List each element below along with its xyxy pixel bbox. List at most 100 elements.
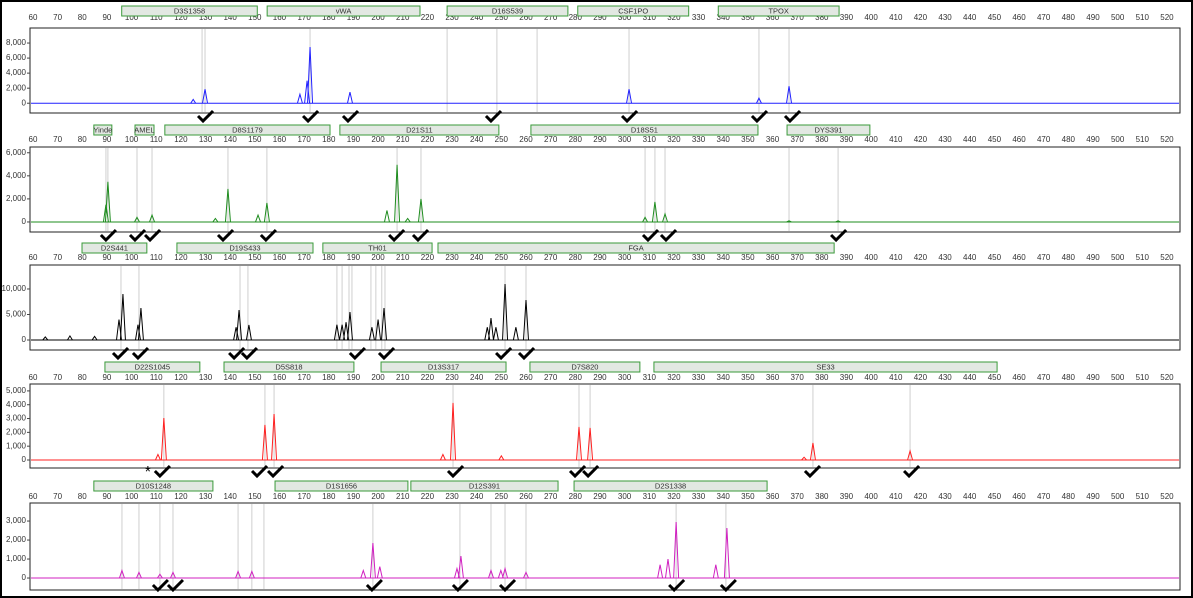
x-tick-label: 520 xyxy=(1160,13,1174,22)
x-tick-label: 80 xyxy=(78,373,87,382)
x-tick-label: 370 xyxy=(790,135,804,144)
peak xyxy=(651,201,658,223)
x-tick-label: 430 xyxy=(938,373,952,382)
x-tick-label: 230 xyxy=(445,13,459,22)
peak xyxy=(394,164,401,222)
peak xyxy=(369,543,376,579)
peak xyxy=(333,324,340,341)
x-tick-label: 90 xyxy=(102,373,111,382)
x-tick-label: 140 xyxy=(223,135,237,144)
x-tick-label: 250 xyxy=(495,373,509,382)
y-tick-label: 3,000 xyxy=(6,516,27,525)
peak xyxy=(522,299,529,341)
allele-call-check xyxy=(830,228,848,243)
x-tick-label: 110 xyxy=(150,253,163,262)
marker-box xyxy=(653,361,998,373)
x-tick-label: 130 xyxy=(199,253,213,262)
x-tick-label: 90 xyxy=(102,135,111,144)
x-tick-label: 400 xyxy=(864,135,878,144)
x-tick-label: 230 xyxy=(445,492,459,501)
x-tick-label: 210 xyxy=(396,135,410,144)
marker-box xyxy=(81,242,148,254)
x-tick-label: 330 xyxy=(692,492,706,501)
allele-call-check xyxy=(484,109,503,124)
allele-call-check xyxy=(341,109,360,124)
peak xyxy=(160,417,167,461)
x-tick-label: 150 xyxy=(248,373,262,382)
x-tick-label: 330 xyxy=(692,135,706,144)
x-tick-label: 100 xyxy=(125,135,139,144)
allele-call-check xyxy=(348,346,366,361)
x-tick-label: 370 xyxy=(790,253,804,262)
x-tick-label: 450 xyxy=(988,135,1002,144)
peak xyxy=(835,220,841,223)
x-tick-label: 500 xyxy=(1111,373,1125,382)
x-tick-label: 200 xyxy=(371,492,385,501)
peak xyxy=(102,204,109,223)
x-tick-label: 360 xyxy=(766,492,780,501)
x-tick-label: 350 xyxy=(741,373,755,382)
marker-label: Yinde xyxy=(93,125,112,134)
x-tick-label: 130 xyxy=(199,373,213,382)
x-tick-label: 410 xyxy=(889,492,903,501)
x-tick-label: 110 xyxy=(150,492,163,501)
x-tick-label: 210 xyxy=(396,253,410,262)
y-tick-label: 1,000 xyxy=(6,554,27,563)
x-tick-label: 320 xyxy=(667,13,681,22)
x-tick-label: 300 xyxy=(618,253,632,262)
x-tick-label: 190 xyxy=(347,135,361,144)
x-tick-label: 490 xyxy=(1086,373,1100,382)
x-tick-label: 90 xyxy=(102,253,111,262)
x-tick-label: 430 xyxy=(938,253,952,262)
allele-call-check xyxy=(99,228,117,243)
x-tick-label: 390 xyxy=(840,492,854,501)
marker-box xyxy=(164,124,331,136)
allele-call-check xyxy=(411,228,430,243)
x-tick-label: 200 xyxy=(371,135,385,144)
x-tick-label: 200 xyxy=(371,253,385,262)
x-tick-label: 280 xyxy=(569,492,583,501)
x-tick-label: 470 xyxy=(1037,373,1051,382)
x-tick-label: 240 xyxy=(470,492,484,501)
allele-call-check xyxy=(582,464,600,479)
x-tick-label: 510 xyxy=(1136,373,1150,382)
x-tick-label: 170 xyxy=(297,13,311,22)
marker-label: D18S51 xyxy=(631,125,658,134)
x-tick-label: 290 xyxy=(593,253,607,262)
x-tick-label: 300 xyxy=(618,135,632,144)
peak xyxy=(134,324,141,341)
x-tick-label: 80 xyxy=(78,13,87,22)
y-tick-label: 2,000 xyxy=(6,535,27,544)
x-tick-label: 170 xyxy=(297,373,311,382)
allele-call-check xyxy=(196,109,215,124)
x-tick-label: 390 xyxy=(840,135,854,144)
peak xyxy=(907,449,914,461)
x-tick-label: 280 xyxy=(569,13,583,22)
x-tick-label: 460 xyxy=(1012,135,1026,144)
x-tick-label: 480 xyxy=(1062,135,1076,144)
marker-box xyxy=(93,124,113,136)
x-tick-label: 160 xyxy=(273,492,287,501)
x-tick-label: 390 xyxy=(840,253,854,262)
x-tick-label: 160 xyxy=(273,253,287,262)
peak xyxy=(450,402,457,461)
x-tick-label: 430 xyxy=(938,492,952,501)
x-tick-label: 120 xyxy=(174,135,188,144)
x-tick-label: 470 xyxy=(1037,253,1051,262)
marker-box xyxy=(437,242,835,254)
x-tick-label: 230 xyxy=(445,135,459,144)
x-tick-label: 220 xyxy=(421,13,435,22)
x-tick-label: 60 xyxy=(29,492,38,501)
peak xyxy=(376,566,383,579)
peak xyxy=(809,442,816,461)
x-tick-label: 380 xyxy=(815,135,829,144)
x-tick-label: 280 xyxy=(569,253,583,262)
x-tick-label: 440 xyxy=(963,135,977,144)
x-tick-label: 100 xyxy=(125,253,139,262)
x-tick-label: 440 xyxy=(963,253,977,262)
y-tick-label: 0 xyxy=(22,573,27,582)
y-tick-label: 8,000 xyxy=(6,38,27,47)
allele-call-check xyxy=(301,109,320,124)
x-tick-label: 290 xyxy=(593,373,607,382)
